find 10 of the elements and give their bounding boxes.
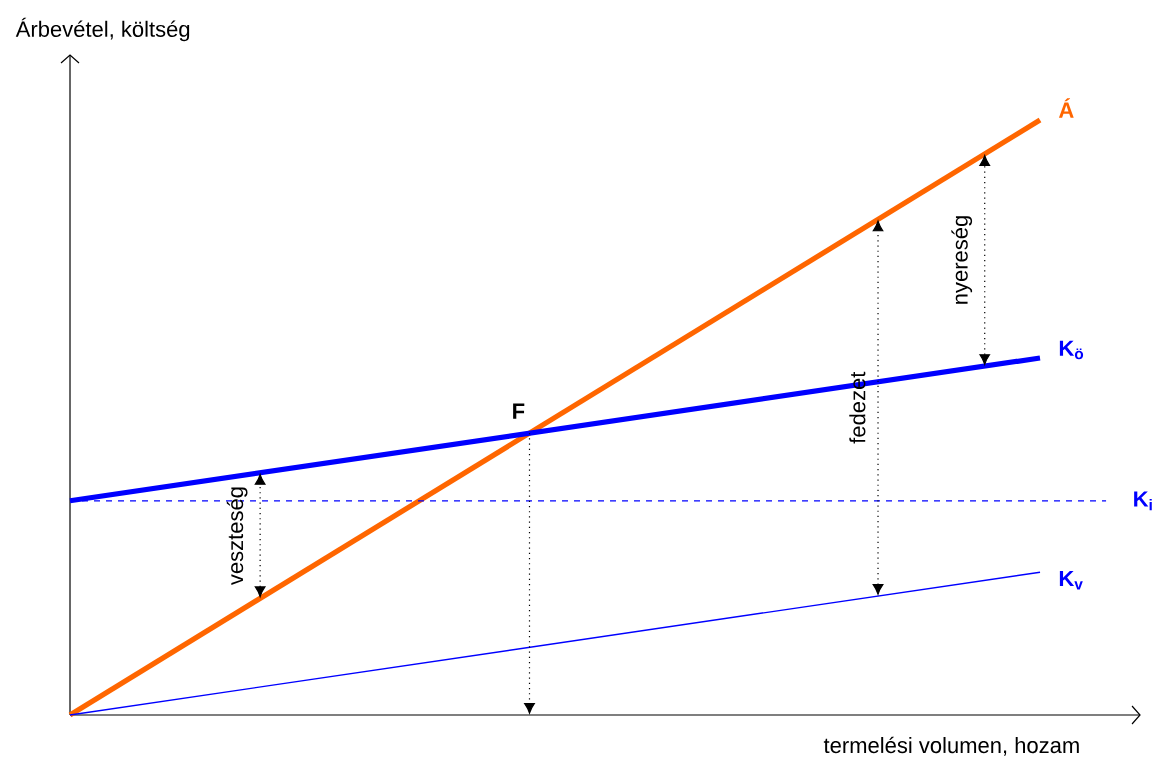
x-axis-title: termelési volumen, hozam (823, 736, 1079, 756)
ref-line-label: K$_{i}$ (1134, 491, 1152, 511)
series-label: K$_{ö}$ (1059, 340, 1084, 360)
annotation: F (513, 403, 525, 419)
series-label: K$_{v}$ (1059, 570, 1083, 590)
annotation: veszteség (226, 487, 248, 586)
series-label: Á (1058, 98, 1074, 118)
y-axis-title: Árbevétel, költség (15, 17, 190, 42)
annotation: fedezet (849, 371, 866, 444)
annotation: nyereség (951, 216, 973, 304)
